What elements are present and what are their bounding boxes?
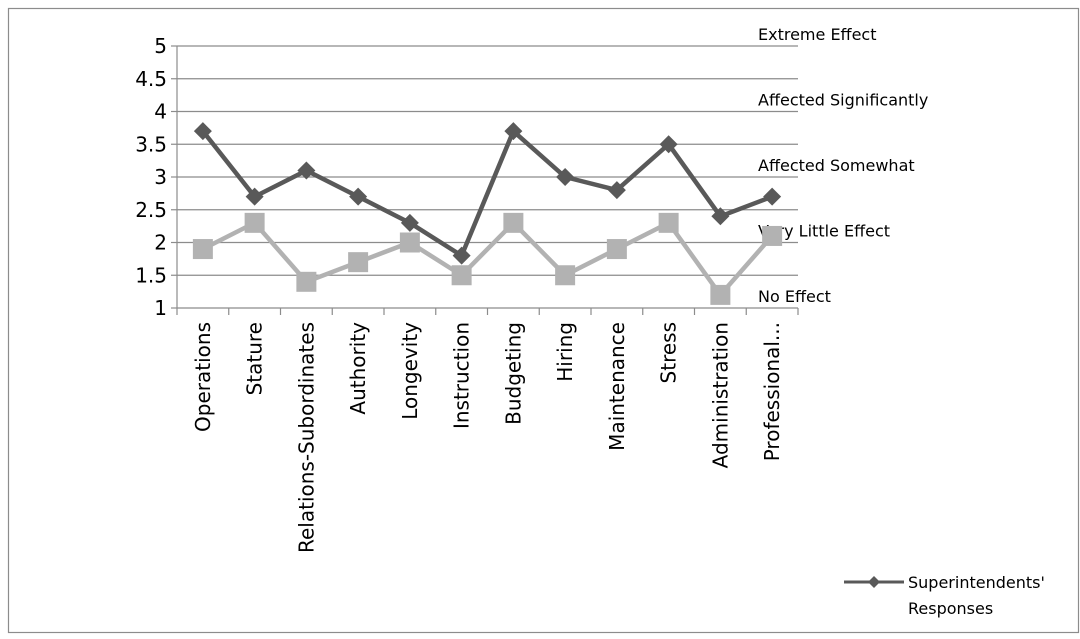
data-point-square <box>348 252 369 273</box>
data-point-square <box>244 212 265 233</box>
x-tick-label: Budgeting <box>501 322 525 425</box>
chart-border <box>7 7 1080 634</box>
data-point-diamond <box>297 161 316 180</box>
x-tick-label: Stress <box>657 322 681 383</box>
y-tick-label: 1 <box>154 296 167 320</box>
data-point-diamond <box>659 135 678 154</box>
x-tick-label: Longevity <box>398 322 422 420</box>
y-tick-label: 4.5 <box>135 67 167 91</box>
series-line <box>201 128 773 258</box>
data-point-square <box>296 271 317 292</box>
data-point-square <box>606 239 627 260</box>
data-point-square <box>399 232 420 253</box>
legend-label: Superintendents' <box>908 573 1045 592</box>
x-tick-label: Authority <box>346 322 370 415</box>
data-point-square <box>710 284 731 305</box>
scale-label: Extreme Effect <box>758 25 876 44</box>
data-point-diamond <box>504 122 523 141</box>
scale-labels: Extreme Effect Affected Significantly Affe… <box>758 25 928 306</box>
gridlines <box>177 45 798 276</box>
scale-label: Affected Significantly <box>758 91 928 110</box>
data-point-diamond <box>763 187 782 206</box>
x-tick-label: Instruction <box>450 322 474 429</box>
y-tick-label: 2 <box>154 231 167 255</box>
data-point-square <box>503 212 524 233</box>
data-point-diamond <box>400 213 419 232</box>
data-point-diamond <box>245 187 264 206</box>
data-point-square <box>192 239 213 260</box>
x-tick-label: Administration <box>708 322 732 468</box>
scale-label: Very Little Effect <box>758 222 890 241</box>
data-point-diamond <box>193 122 212 141</box>
x-tick-label: Professional... <box>760 322 784 461</box>
x-tick-label: Stature <box>243 322 267 395</box>
y-tick-label: 4 <box>154 100 167 124</box>
y-tick-label: 2.5 <box>135 198 167 222</box>
x-tick-label: Relations-Subordinates <box>294 322 318 553</box>
data-point-diamond <box>711 207 730 226</box>
data-point-square <box>451 265 472 286</box>
data-point-square <box>555 265 576 286</box>
legend-label: Responses <box>908 599 993 618</box>
x-tick-label: Operations <box>191 322 215 432</box>
y-tick-label: 5 <box>154 34 167 58</box>
y-tick-label: 1.5 <box>135 263 167 287</box>
data-point-square <box>762 225 783 246</box>
axes: 1 1.5 2 2.5 3 3.5 4 4.5 5 Operations Stature Relati… <box>135 34 799 553</box>
data-point-diamond <box>556 168 575 186</box>
scale-label: Affected Somewhat <box>758 156 915 175</box>
legend-marker-diamond <box>868 576 880 588</box>
data-point-diamond <box>349 187 368 206</box>
data-point-square <box>658 212 679 233</box>
series <box>192 122 783 305</box>
x-tick-label: Maintenance <box>605 322 629 451</box>
y-tick-label: 3.5 <box>135 132 167 156</box>
data-point-diamond <box>452 246 471 265</box>
x-tick-label: Hiring <box>553 322 577 382</box>
y-tick-label: 3 <box>154 165 167 189</box>
data-point-diamond <box>607 181 626 200</box>
scale-label: No Effect <box>758 287 831 306</box>
legend: Superintendents' Responses <box>844 573 1045 618</box>
